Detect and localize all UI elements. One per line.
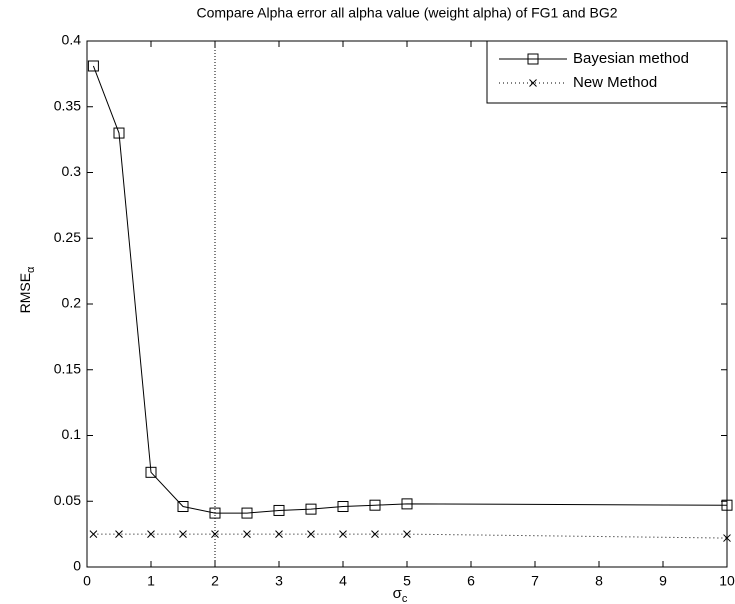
marker-square bbox=[209, 507, 221, 519]
y-label-sub: α bbox=[25, 266, 37, 273]
marker-square bbox=[401, 498, 413, 510]
x-tick-label: 10 bbox=[719, 573, 735, 589]
legend-label: New Method bbox=[573, 74, 657, 91]
legend-label: Bayesian method bbox=[573, 50, 689, 67]
marker-x bbox=[723, 534, 731, 542]
marker-x bbox=[147, 530, 155, 538]
marker-x bbox=[339, 530, 347, 538]
marker-x bbox=[89, 530, 98, 538]
marker-x bbox=[179, 530, 187, 538]
x-tick-label: 3 bbox=[275, 573, 283, 589]
x-tick-label: 7 bbox=[531, 573, 539, 589]
marker-square bbox=[145, 466, 157, 478]
y-label-base: RMSE bbox=[17, 273, 33, 313]
x-label-base: σ bbox=[393, 585, 403, 602]
x-label-sub: c bbox=[402, 593, 408, 604]
marker-square bbox=[305, 503, 317, 515]
marker-x bbox=[115, 530, 123, 538]
y-axis-label: RMSEα bbox=[17, 266, 37, 313]
x-axis-label: σc bbox=[393, 585, 408, 604]
x-tick-label: 6 bbox=[467, 573, 475, 589]
x-tick-label: 0 bbox=[83, 573, 91, 589]
marker-x bbox=[403, 530, 411, 538]
legend-box bbox=[486, 40, 728, 104]
marker-square bbox=[87, 60, 99, 72]
x-tick-label: 9 bbox=[659, 573, 667, 589]
marker-square bbox=[721, 499, 733, 511]
y-tick-label: 0.3 bbox=[62, 163, 82, 179]
marker-x bbox=[275, 530, 283, 538]
y-tick-label: 0.35 bbox=[54, 97, 81, 113]
y-tick-label: 0 bbox=[73, 558, 81, 574]
x-tick-label: 2 bbox=[211, 573, 219, 589]
y-tick-label: 0.1 bbox=[62, 426, 82, 442]
marker-square bbox=[113, 127, 125, 139]
marker-square bbox=[369, 499, 381, 511]
y-tick-label: 0.4 bbox=[62, 32, 82, 48]
x-tick-label: 5 bbox=[403, 573, 411, 589]
y-tick-label: 0.15 bbox=[54, 360, 81, 376]
y-tick-label: 0.25 bbox=[54, 229, 81, 245]
series-line bbox=[93, 533, 728, 539]
marker-square bbox=[241, 507, 253, 519]
marker-x bbox=[307, 530, 315, 538]
x-tick-label: 4 bbox=[339, 573, 347, 589]
marker-x bbox=[371, 530, 379, 538]
y-tick-label: 0.05 bbox=[54, 492, 81, 508]
marker-x bbox=[243, 530, 251, 538]
legend-marker bbox=[527, 53, 539, 65]
marker-x bbox=[211, 530, 219, 538]
chart-title: Compare Alpha error all alpha value (wei… bbox=[196, 5, 617, 21]
marker-square bbox=[337, 501, 349, 513]
x-tick-label: 1 bbox=[147, 573, 155, 589]
marker-square bbox=[273, 504, 285, 516]
legend-marker bbox=[529, 79, 537, 87]
y-tick-label: 0.2 bbox=[62, 295, 82, 311]
marker-square bbox=[177, 501, 189, 513]
x-tick-label: 8 bbox=[595, 573, 603, 589]
